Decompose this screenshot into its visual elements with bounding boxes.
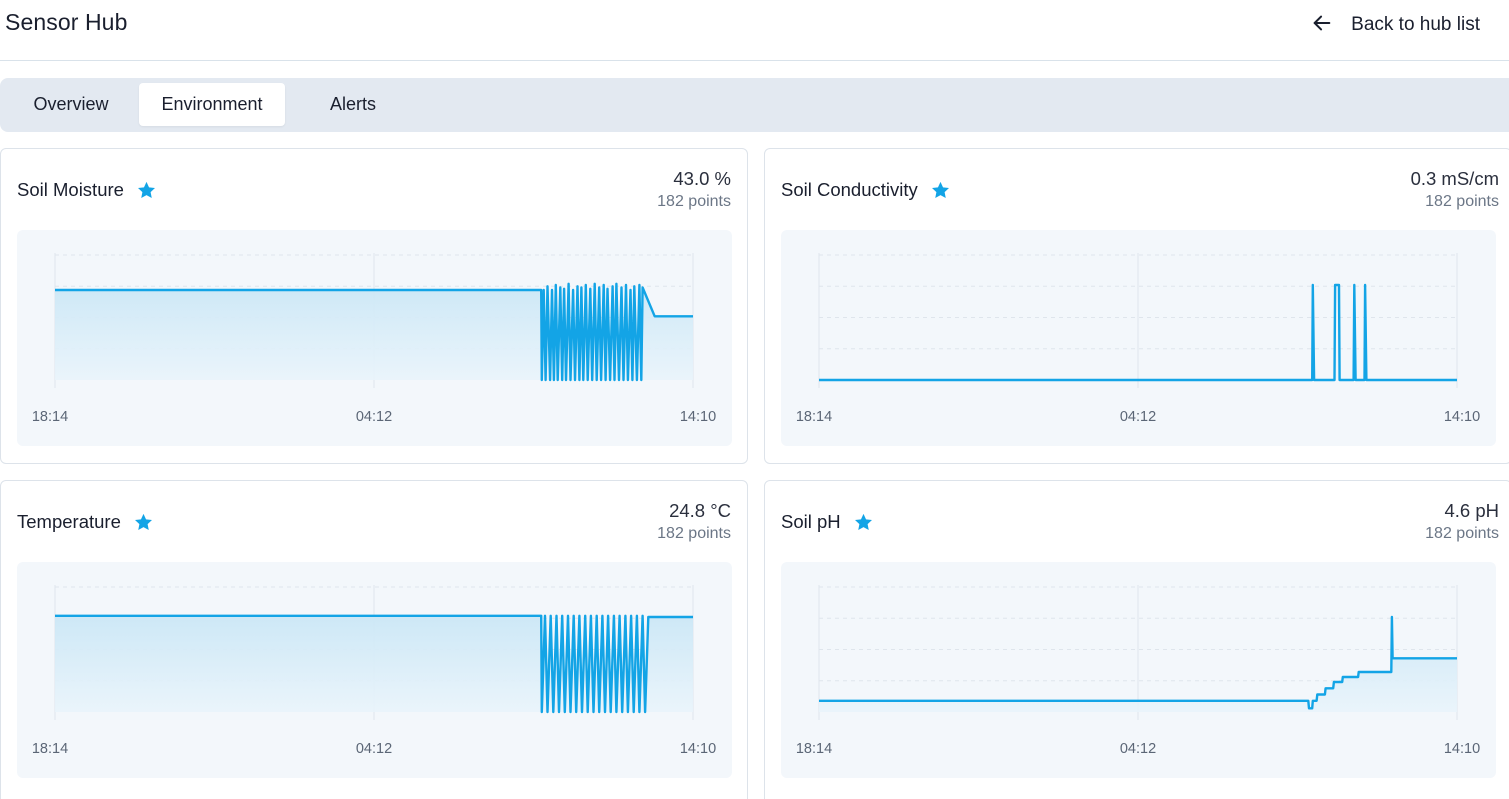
series-line <box>819 283 1457 382</box>
x-tick-label: 18:14 <box>31 741 69 757</box>
chart-plot: 18:14 04:12 14:10 <box>17 562 732 778</box>
x-tick-label: 14:10 <box>1443 409 1481 425</box>
x-tick-label: 18:14 <box>795 409 833 425</box>
current-value: 43.0 % <box>673 168 731 189</box>
chart-svg <box>54 585 694 720</box>
star-icon[interactable] <box>930 180 951 201</box>
top-bar: Sensor Hub Back to hub list <box>0 0 1509 61</box>
chart-plot: 18:14 04:12 14:10 <box>17 230 732 446</box>
x-tick-label: 14:10 <box>679 741 717 757</box>
points-count: 182 points <box>657 525 731 542</box>
star-icon[interactable] <box>133 512 154 533</box>
x-tick-label: 14:10 <box>679 409 717 425</box>
points-count: 182 points <box>1425 525 1499 542</box>
card-title-text: Soil Moisture <box>17 179 124 200</box>
back-to-hub-list-button[interactable]: Back to hub list <box>1311 12 1480 38</box>
sensor-card-temperature[interactable]: Temperature 24.8 °C 182 points 18:14 04:… <box>0 480 748 799</box>
current-value: 0.3 mS/cm <box>1410 168 1499 189</box>
tab-bar: Overview Environment Alerts <box>0 78 1509 132</box>
tab-alerts[interactable]: Alerts <box>300 83 406 126</box>
arrow-left-icon <box>1311 12 1333 39</box>
card-title-text: Soil Conductivity <box>781 179 918 200</box>
chart-svg <box>818 253 1458 388</box>
sensor-card-soil-ph[interactable]: Soil pH 4.6 pH 182 points 18:14 04:12 14… <box>764 480 1509 799</box>
series-line <box>819 615 1457 710</box>
card-title: Soil Conductivity <box>781 179 951 201</box>
chart-svg <box>54 253 694 388</box>
page-title: Sensor Hub <box>5 9 128 35</box>
tab-label: Environment <box>161 94 263 114</box>
tab-label: Overview <box>33 94 109 114</box>
x-tick-label: 04:12 <box>355 741 393 757</box>
points-count: 182 points <box>657 193 731 210</box>
chart-svg <box>818 585 1458 720</box>
series-line <box>55 614 693 714</box>
series-area <box>55 615 693 712</box>
x-tick-label: 14:10 <box>1443 741 1481 757</box>
x-tick-label: 18:14 <box>31 409 69 425</box>
current-value: 4.6 pH <box>1444 500 1499 521</box>
star-icon[interactable] <box>136 180 157 201</box>
tab-overview[interactable]: Overview <box>14 83 128 126</box>
card-title: Temperature <box>17 511 154 533</box>
current-value: 24.8 °C <box>669 500 731 521</box>
card-title: Soil pH <box>781 511 874 533</box>
chart-plot: 18:14 04:12 14:10 <box>781 230 1496 446</box>
chart-plot: 18:14 04:12 14:10 <box>781 562 1496 778</box>
x-tick-label: 04:12 <box>355 409 393 425</box>
series-area <box>55 283 693 380</box>
points-count: 182 points <box>1425 193 1499 210</box>
x-tick-label: 04:12 <box>1119 409 1157 425</box>
x-tick-label: 18:14 <box>795 741 833 757</box>
star-icon[interactable] <box>853 512 874 533</box>
sensor-card-soil-moisture[interactable]: Soil Moisture 43.0 % 182 points 18:14 04… <box>0 148 748 464</box>
card-title-text: Temperature <box>17 511 121 532</box>
tab-environment[interactable]: Environment <box>139 83 285 126</box>
sensor-card-soil-conductivity[interactable]: Soil Conductivity 0.3 mS/cm 182 points 1… <box>764 148 1509 464</box>
x-tick-label: 04:12 <box>1119 741 1157 757</box>
back-button-label: Back to hub list <box>1351 14 1480 35</box>
series-area <box>819 617 1457 712</box>
series-line <box>55 282 693 382</box>
tab-label: Alerts <box>329 94 376 114</box>
card-title: Soil Moisture <box>17 179 157 201</box>
card-title-text: Soil pH <box>781 511 841 532</box>
